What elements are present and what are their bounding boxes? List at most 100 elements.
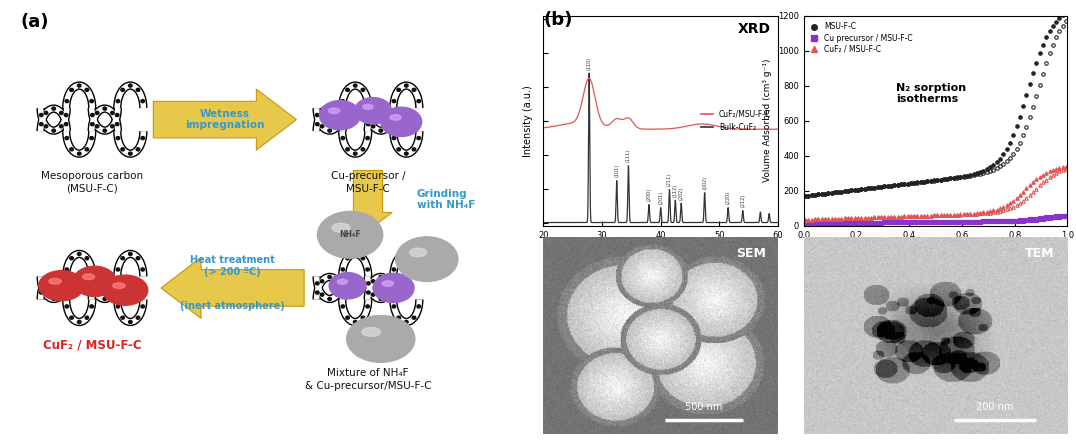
Circle shape bbox=[353, 253, 357, 256]
Circle shape bbox=[52, 129, 56, 132]
Ellipse shape bbox=[329, 272, 366, 299]
Text: TEM: TEM bbox=[1024, 247, 1054, 260]
Circle shape bbox=[336, 125, 339, 128]
Circle shape bbox=[366, 268, 369, 271]
Ellipse shape bbox=[390, 115, 401, 120]
Circle shape bbox=[59, 293, 63, 296]
Circle shape bbox=[345, 316, 350, 319]
Circle shape bbox=[141, 268, 144, 271]
Circle shape bbox=[89, 100, 94, 103]
Ellipse shape bbox=[338, 279, 348, 284]
Ellipse shape bbox=[332, 223, 350, 232]
Legend: CuF₂/MSU-F-C, Bulk-CuF₂: CuF₂/MSU-F-C, Bulk-CuF₂ bbox=[698, 107, 774, 135]
Circle shape bbox=[77, 152, 81, 155]
Circle shape bbox=[392, 123, 395, 126]
Text: 500 nm: 500 nm bbox=[685, 402, 723, 412]
Circle shape bbox=[328, 276, 331, 279]
Text: (111): (111) bbox=[626, 149, 631, 163]
Circle shape bbox=[40, 282, 43, 285]
Circle shape bbox=[392, 268, 396, 271]
Circle shape bbox=[371, 125, 374, 128]
Circle shape bbox=[115, 291, 119, 294]
Circle shape bbox=[416, 100, 421, 103]
Circle shape bbox=[141, 305, 144, 308]
Circle shape bbox=[345, 256, 350, 260]
Circle shape bbox=[65, 123, 68, 126]
Circle shape bbox=[366, 305, 369, 308]
Circle shape bbox=[121, 88, 125, 91]
Circle shape bbox=[44, 293, 47, 296]
Ellipse shape bbox=[373, 273, 414, 303]
Circle shape bbox=[336, 111, 339, 114]
Text: (b): (b) bbox=[543, 11, 572, 29]
Circle shape bbox=[321, 111, 324, 114]
Circle shape bbox=[416, 305, 421, 308]
Ellipse shape bbox=[363, 104, 373, 109]
Circle shape bbox=[341, 305, 344, 308]
Circle shape bbox=[379, 107, 383, 110]
Circle shape bbox=[367, 123, 370, 126]
Circle shape bbox=[412, 256, 415, 260]
Circle shape bbox=[116, 100, 119, 103]
Circle shape bbox=[90, 123, 95, 126]
Circle shape bbox=[89, 305, 94, 308]
Ellipse shape bbox=[355, 97, 392, 124]
Text: (212): (212) bbox=[740, 194, 746, 207]
Circle shape bbox=[89, 136, 94, 140]
Circle shape bbox=[321, 280, 324, 283]
Circle shape bbox=[128, 152, 132, 155]
Ellipse shape bbox=[113, 283, 125, 288]
Circle shape bbox=[90, 282, 95, 285]
Circle shape bbox=[362, 316, 365, 319]
Circle shape bbox=[340, 291, 344, 294]
Circle shape bbox=[111, 111, 114, 114]
Circle shape bbox=[379, 129, 383, 132]
Circle shape bbox=[40, 113, 43, 117]
Circle shape bbox=[328, 297, 331, 300]
FancyArrow shape bbox=[154, 89, 296, 150]
Circle shape bbox=[392, 113, 395, 117]
Circle shape bbox=[52, 107, 56, 110]
Text: Mesoporous carbon: Mesoporous carbon bbox=[41, 171, 143, 181]
Circle shape bbox=[65, 100, 69, 103]
Circle shape bbox=[96, 125, 99, 128]
Circle shape bbox=[336, 293, 339, 296]
Ellipse shape bbox=[73, 266, 116, 296]
Text: Cu-precursor /: Cu-precursor / bbox=[330, 171, 406, 181]
Circle shape bbox=[405, 152, 408, 155]
Circle shape bbox=[386, 280, 391, 283]
Circle shape bbox=[412, 88, 415, 91]
Circle shape bbox=[59, 125, 63, 128]
Ellipse shape bbox=[346, 315, 415, 362]
Circle shape bbox=[40, 123, 43, 126]
Ellipse shape bbox=[39, 271, 84, 301]
Text: (110): (110) bbox=[586, 57, 592, 70]
Circle shape bbox=[371, 293, 374, 296]
Circle shape bbox=[397, 256, 400, 260]
Circle shape bbox=[315, 123, 320, 126]
Circle shape bbox=[392, 136, 396, 140]
Circle shape bbox=[70, 88, 73, 91]
Circle shape bbox=[115, 123, 119, 126]
Text: (002): (002) bbox=[703, 176, 707, 189]
Circle shape bbox=[121, 256, 125, 260]
Ellipse shape bbox=[410, 248, 426, 256]
Text: (200): (200) bbox=[647, 188, 651, 201]
Circle shape bbox=[128, 253, 132, 256]
Circle shape bbox=[367, 113, 370, 117]
Circle shape bbox=[412, 316, 415, 319]
Circle shape bbox=[328, 129, 331, 132]
Circle shape bbox=[315, 291, 320, 294]
Circle shape bbox=[315, 282, 320, 285]
Circle shape bbox=[353, 84, 357, 87]
Y-axis label: Intensity (a.u.): Intensity (a.u.) bbox=[523, 85, 533, 156]
Circle shape bbox=[367, 291, 370, 294]
Text: 200 nm: 200 nm bbox=[976, 402, 1014, 412]
Text: NH₄F: NH₄F bbox=[339, 230, 360, 239]
Circle shape bbox=[40, 291, 43, 294]
Circle shape bbox=[397, 316, 400, 319]
Circle shape bbox=[85, 256, 88, 260]
Circle shape bbox=[392, 291, 395, 294]
Circle shape bbox=[128, 84, 132, 87]
Circle shape bbox=[111, 293, 114, 296]
